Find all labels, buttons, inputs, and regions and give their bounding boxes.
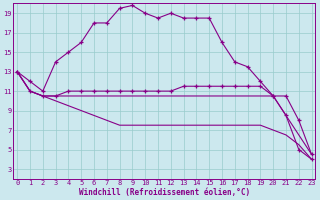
X-axis label: Windchill (Refroidissement éolien,°C): Windchill (Refroidissement éolien,°C) <box>79 188 250 197</box>
